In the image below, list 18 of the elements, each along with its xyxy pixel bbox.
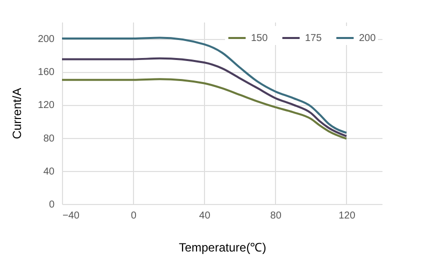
legend-label: 150 <box>251 33 268 44</box>
x-axis-title: Temperature(℃) <box>178 240 266 254</box>
y-tick-label: 40 <box>43 166 55 178</box>
x-tick-label: 80 <box>270 210 282 222</box>
x-tick-label: 0 <box>130 210 137 222</box>
x-tick-label: 120 <box>338 210 356 222</box>
legend-label: 175 <box>305 33 322 44</box>
y-tick-label: 200 <box>38 34 55 46</box>
x-tick-label: 40 <box>199 210 211 222</box>
y-tick-label: 160 <box>38 67 55 78</box>
line-series <box>61 57 348 138</box>
y-tick-label: 120 <box>38 100 55 112</box>
y-tick-label: 0 <box>48 200 55 210</box>
y-tick-label: 80 <box>43 133 55 144</box>
line-series <box>61 78 348 140</box>
legend-label: 200 <box>359 33 376 44</box>
x-tick-label: −40 <box>62 210 80 222</box>
y-axis-title: Current/A <box>10 88 24 140</box>
